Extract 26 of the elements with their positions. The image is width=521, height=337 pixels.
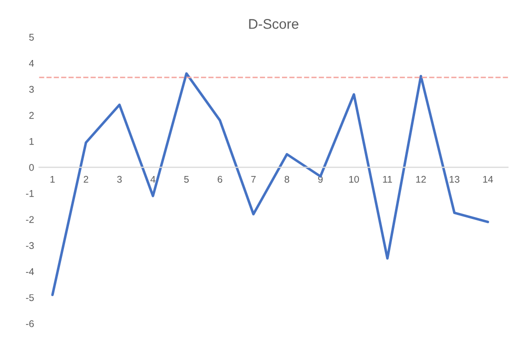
y-tick-label: -4 <box>26 268 34 275</box>
y-tick-label: -6 <box>26 320 34 328</box>
y-tick-label: 3 <box>29 86 34 93</box>
y-tick-label: -5 <box>26 294 34 302</box>
y-tick-label: 0 <box>29 164 34 171</box>
x-tick-label: 6 <box>218 176 222 183</box>
x-tick-label: 2 <box>84 176 88 183</box>
x-tick-label: 4 <box>150 176 156 183</box>
x-tick-label: 11 <box>383 176 392 183</box>
y-tick-label: -3 <box>26 242 34 250</box>
x-tick-label: 8 <box>284 176 290 183</box>
x-tick-label: 12 <box>416 176 426 183</box>
x-tick-label: 3 <box>117 176 122 183</box>
y-tick-label: 1 <box>30 138 34 145</box>
x-tick-label: 14 <box>483 176 493 183</box>
y-tick-label: -2 <box>26 216 34 223</box>
y-tick-label: -1 <box>26 190 34 197</box>
x-tick-label: 7 <box>251 176 256 183</box>
y-tick-label: 2 <box>29 112 34 119</box>
chart-title: D-Score <box>249 19 298 29</box>
x-tick-label: 1 <box>50 176 55 183</box>
x-tick-label: 10 <box>349 176 359 183</box>
x-tick-label: 13 <box>450 176 460 183</box>
x-tick-label: 5 <box>184 176 189 183</box>
y-tick-label: 4 <box>29 60 34 67</box>
y-tick-label: 5 <box>29 34 34 41</box>
